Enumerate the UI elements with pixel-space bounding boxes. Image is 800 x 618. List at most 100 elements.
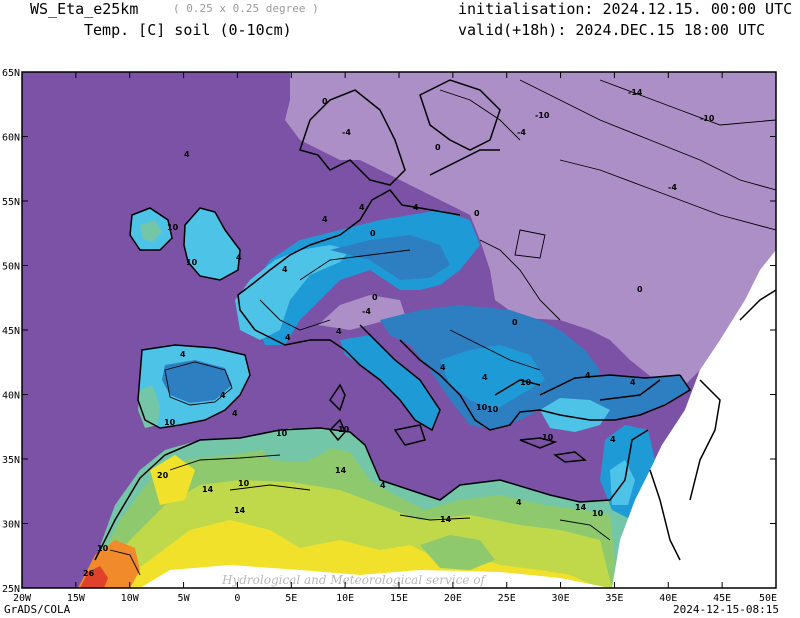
contour-label: 4 — [413, 203, 419, 212]
uk-light-blue — [184, 208, 240, 280]
contour-label: -10 — [535, 111, 550, 120]
contour-label: -10 — [700, 114, 715, 123]
contour-label: -4 — [342, 128, 351, 137]
contour-label: 4 — [180, 350, 186, 359]
lon-tick-label: 10W — [121, 593, 140, 604]
lon-tick-label: 0 — [234, 593, 240, 604]
contour-lines — [109, 79, 776, 576]
contour-label: 14 — [335, 466, 347, 475]
contour-label: 10 — [276, 429, 288, 438]
contour-label: 10 — [476, 403, 488, 412]
central-europe-dark-blue — [330, 235, 450, 280]
variable-name: Temp. [C] soil (0-10cm) — [84, 21, 292, 39]
contour-label: 10 — [164, 418, 176, 427]
lon-tick-label: 50E — [759, 593, 777, 604]
watermark: Hydrological and Meteorological service … — [221, 573, 487, 587]
contour-label: 10 — [487, 405, 499, 414]
italy-blue — [340, 335, 440, 430]
software-credit: GrADS/COLA — [4, 603, 71, 616]
lat-tick-label: 30N — [2, 520, 20, 531]
contour-label: 0 — [512, 318, 518, 327]
lon-tick-label: 20W — [13, 593, 32, 604]
contour-label: 4 — [236, 253, 242, 262]
contour-label: 0 — [474, 209, 480, 218]
axes: 20W 15W 10W 5W 0 5E 10E 15E 20E 25E 30E 35E 40E 45E 50… — [2, 68, 777, 604]
valid-time: valid(+18h): 2024.DEC.15 18:00 UTC — [458, 21, 766, 39]
contour-label: 14 — [234, 506, 246, 515]
contour-label: 4 — [585, 371, 591, 380]
iberia-dark-blue — [162, 360, 232, 403]
alps-cold-patch — [318, 295, 405, 330]
contour-label: -14 — [628, 88, 643, 97]
render-timestamp: 2024-12-15-08:15 — [673, 603, 779, 616]
contour-label: 10 — [186, 258, 198, 267]
lat-tick-label: 60N — [2, 133, 20, 144]
lat-tick-label: 65N — [2, 68, 20, 79]
tunisia-teal — [255, 428, 330, 462]
contour-label: 4 — [322, 215, 328, 224]
lat-tick-label: 25N — [2, 584, 20, 595]
contour-label: 4 — [282, 265, 288, 274]
ireland-teal — [140, 220, 162, 242]
lon-tick-label: 20E — [444, 593, 462, 604]
lon-tick-label: 45E — [713, 593, 731, 604]
lon-tick-label: 25E — [498, 593, 516, 604]
contour-label: 0 — [637, 285, 643, 294]
contour-label: 4 — [220, 391, 226, 400]
lon-tick-label: 5W — [178, 593, 191, 604]
lon-tick-label: 35E — [605, 593, 623, 604]
lon-tick-label: 15E — [390, 593, 408, 604]
france-light-blue — [235, 245, 350, 340]
contour-label: 4 — [232, 409, 238, 418]
balkans-light — [440, 345, 545, 410]
contour-label: 0 — [435, 143, 441, 152]
contour-label: 4 — [482, 373, 488, 382]
sahara-yellow-north — [150, 455, 195, 505]
contour-label: 4 — [336, 327, 342, 336]
lat-tick-label: 50N — [2, 262, 20, 273]
contour-label: -4 — [517, 128, 526, 137]
outside-domain-west-sahara — [22, 560, 60, 588]
contour-label: 10 — [338, 425, 350, 434]
lon-tick-label: 5E — [285, 593, 297, 604]
initialisation-time: initialisation: 2024.12.15. 00:00 UTC — [458, 0, 793, 18]
contour-label: 10 — [167, 223, 179, 232]
sahara-green-patch — [420, 535, 495, 570]
contour-label: 10 — [520, 378, 532, 387]
lon-tick-label: 40E — [659, 593, 677, 604]
outside-domain-south — [140, 565, 610, 588]
contour-label: 10 — [542, 433, 554, 442]
contour-label: 4 — [380, 481, 386, 490]
coastlines — [94, 79, 776, 561]
grid-resolution: ( 0.25 x 0.25 degree ) — [173, 2, 319, 15]
contour-label: 4 — [285, 333, 291, 342]
outside-domain — [612, 250, 776, 588]
contour-label: 14 — [202, 485, 214, 494]
contour-label: 10 — [592, 509, 604, 518]
contour-label: 10 — [97, 544, 109, 553]
contour-label: 14 — [440, 515, 452, 524]
contour-label: 26 — [83, 569, 95, 578]
contour-label: -4 — [362, 307, 371, 316]
contour-label: 4 — [359, 203, 365, 212]
contour-label-group: 0 -4 -4 -10 -14 -10 -4 0 4 4 10 10 4 4 0… — [83, 88, 715, 578]
contour-label: 14 — [575, 503, 587, 512]
lon-tick-label: 10E — [336, 593, 354, 604]
contour-label: 4 — [630, 378, 636, 387]
contour-label: 4 — [610, 435, 616, 444]
model-name: WS_Eta_e25km — [30, 0, 139, 18]
contour-label: -4 — [668, 183, 677, 192]
contour-label: 4 — [516, 498, 522, 507]
contour-label: 10 — [238, 479, 250, 488]
turkey-light — [540, 398, 610, 432]
lon-tick-label: 30E — [552, 593, 570, 604]
contour-label: 0 — [370, 229, 376, 238]
contour-label: 0 — [322, 97, 328, 106]
contour-label: 4 — [440, 363, 446, 372]
lat-tick-label: 45N — [2, 326, 20, 337]
contour-label: 0 — [372, 293, 378, 302]
west-africa-red — [80, 566, 108, 588]
lat-tick-label: 40N — [2, 391, 20, 402]
contour-label: 20 — [157, 471, 169, 480]
